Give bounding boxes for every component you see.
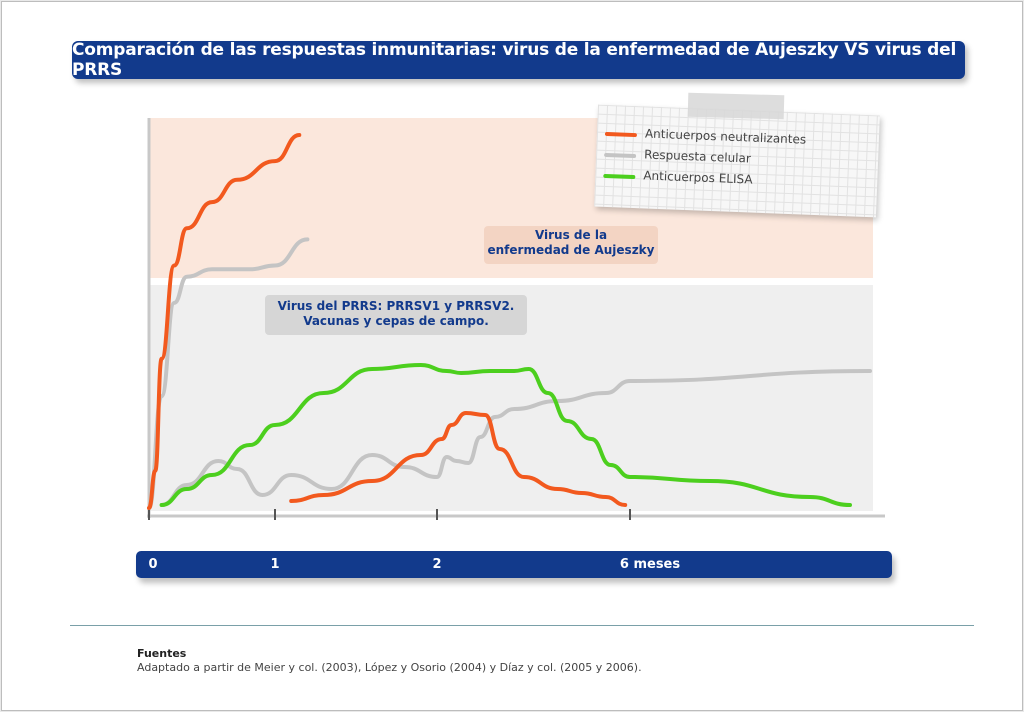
legend-item-elisa: Anticuerpos ELISA [603,168,753,187]
legend-item-cellular: Respuesta celular [604,147,752,166]
aujeszky-label-line-2: enfermedad de Aujeszky [487,243,655,257]
prrs-region-label: Virus del PRRS: PRRSV1 y PRRSV2. Vacunas… [265,295,527,335]
series-line-elisa-panel-2 [159,363,852,507]
legend-label-cellular: Respuesta celular [643,147,752,166]
x-tick-label-6-meses: 6 meses [619,557,681,572]
aujeszky-region-label: Virus de la enfermedad de Aujeszky [484,226,658,264]
legend-label-neutralizing: Anticuerpos neutralizantes [644,126,807,147]
legend-label-elisa: Anticuerpos ELISA [643,168,753,187]
series-line-neutralizing-panel-1 [147,133,302,510]
legend-swatch-elisa [603,173,636,180]
series-line-neutralizing-panel-2 [289,411,628,507]
legend-item-neutralizing: Anticuerpos neutralizantes [604,126,807,147]
aujeszky-label-line-1: Virus de la [534,228,608,242]
series-line-cellular-panel-2 [159,369,872,507]
chart-title: Comparación de las respuestas inmunitari… [72,40,965,80]
sources-title: Fuentes [137,647,187,660]
legend-tape [687,92,785,120]
series-line-cellular-panel-1 [147,237,310,510]
chart-legend: Anticuerpos neutralizantes Respuesta cel… [594,104,880,218]
series-layer [147,133,872,510]
footer-divider [70,625,974,626]
x-axis-bar: 0 1 2 6 meses [136,551,892,578]
legend-swatch-cellular [604,152,637,159]
x-tick-label-0: 0 [148,557,158,572]
prrs-label-line-2: Vacunas y cepas de campo. [303,314,489,328]
x-tick-label-1: 1 [270,557,280,572]
prrs-label-line-1: Virus del PRRS: PRRSV1 y PRRSV2. [277,299,515,313]
legend-swatch-neutralizing [604,131,637,138]
x-tick-label-2: 2 [432,557,442,572]
sources-text: Adaptado a partir de Meier y col. (2003)… [137,661,642,674]
